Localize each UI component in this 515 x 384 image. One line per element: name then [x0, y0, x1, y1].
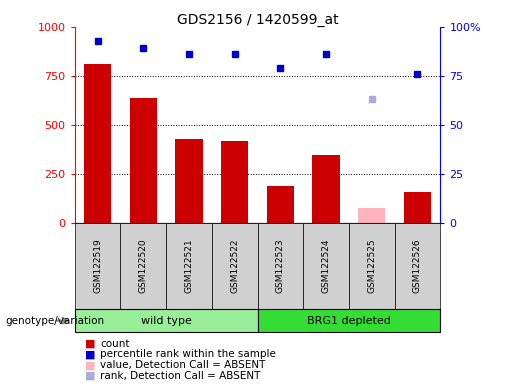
- Text: percentile rank within the sample: percentile rank within the sample: [100, 349, 277, 359]
- Text: GDS2156 / 1420599_at: GDS2156 / 1420599_at: [177, 13, 338, 27]
- Text: ■: ■: [85, 371, 95, 381]
- Bar: [358, 208, 385, 223]
- Text: ■: ■: [85, 349, 95, 359]
- Text: count: count: [100, 339, 130, 349]
- Text: GSM122522: GSM122522: [230, 239, 239, 293]
- Text: value, Detection Call = ABSENT: value, Detection Call = ABSENT: [100, 360, 266, 370]
- Bar: [258, 223, 303, 309]
- Bar: [175, 139, 202, 223]
- Text: GSM122524: GSM122524: [321, 239, 331, 293]
- Bar: [221, 141, 248, 223]
- Bar: [312, 155, 340, 223]
- Text: BRG1 depleted: BRG1 depleted: [307, 316, 391, 326]
- Bar: [75, 223, 121, 309]
- Text: GSM122526: GSM122526: [413, 238, 422, 293]
- Text: wild type: wild type: [141, 316, 192, 326]
- Bar: [166, 223, 212, 309]
- Bar: [404, 192, 431, 223]
- Text: ■: ■: [85, 360, 95, 370]
- Bar: [75, 309, 258, 332]
- Bar: [267, 187, 294, 223]
- Bar: [303, 223, 349, 309]
- Bar: [394, 223, 440, 309]
- Text: GSM122520: GSM122520: [139, 238, 148, 293]
- Bar: [258, 309, 440, 332]
- Text: rank, Detection Call = ABSENT: rank, Detection Call = ABSENT: [100, 371, 261, 381]
- Text: ■: ■: [85, 339, 95, 349]
- Bar: [84, 64, 111, 223]
- Bar: [121, 223, 166, 309]
- Bar: [212, 223, 258, 309]
- Text: GSM122523: GSM122523: [276, 238, 285, 293]
- Text: GSM122519: GSM122519: [93, 238, 102, 293]
- Text: GSM122525: GSM122525: [367, 238, 376, 293]
- Text: genotype/variation: genotype/variation: [5, 316, 104, 326]
- Bar: [349, 223, 394, 309]
- Bar: [129, 98, 157, 223]
- Text: GSM122521: GSM122521: [184, 238, 194, 293]
